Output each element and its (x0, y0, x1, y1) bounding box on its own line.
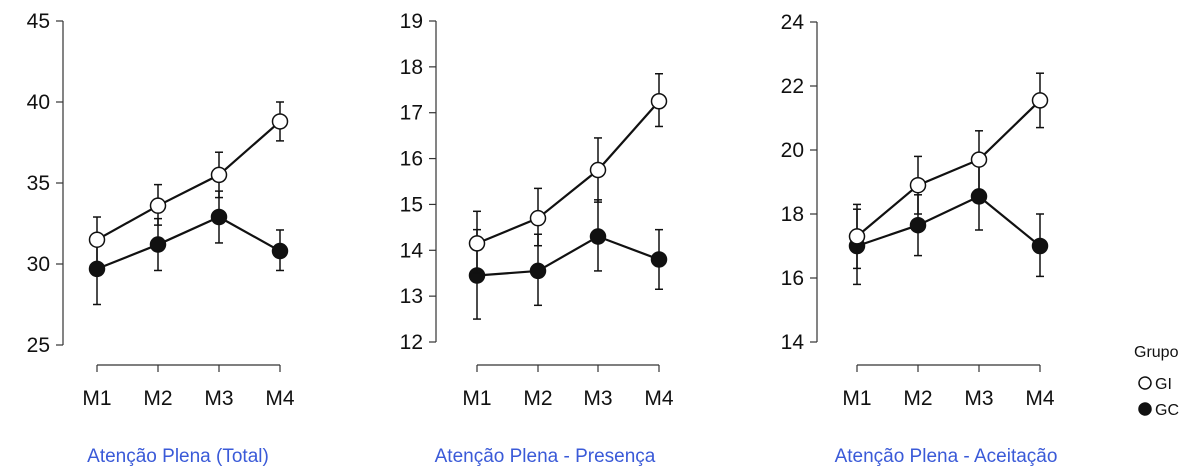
legend-marker-gi (1138, 376, 1152, 390)
y-tick-label: 14 (400, 239, 424, 262)
series-line-gc (96, 215, 281, 270)
data-point-gi (650, 93, 668, 110)
series-line-gi (856, 99, 1041, 238)
data-point-gi (589, 161, 607, 179)
x-tick-label-m3: M3 (583, 387, 612, 410)
y-tick-label: 16 (400, 148, 423, 171)
data-point-gi (848, 228, 866, 245)
chart-title-presenca: Atenção Plena - Presença (435, 446, 656, 467)
data-point-gi (1031, 92, 1049, 109)
y-tick-label: 13 (400, 285, 423, 308)
series-line-gi (476, 100, 660, 245)
x-tick-label-m1: M1 (82, 387, 111, 410)
x-tick-label-m2: M2 (143, 387, 172, 410)
y-tick-label: 18 (781, 203, 804, 226)
legend-title: Grupo (1134, 344, 1179, 361)
y-tick-label: 14 (781, 331, 805, 354)
data-point-gc (1031, 237, 1049, 255)
y-tick-label: 16 (781, 267, 804, 290)
y-tick-label: 22 (781, 75, 804, 98)
series-line-gc (476, 235, 660, 277)
y-tick-label: 18 (400, 56, 423, 79)
x-tick-label-m4: M4 (1025, 387, 1054, 410)
data-point-gc (271, 242, 289, 260)
x-tick-label-m3: M3 (204, 387, 233, 410)
chart-title-total: Atenção Plena (Total) (87, 446, 269, 467)
legend-label-gi: GI (1155, 376, 1172, 393)
y-tick-label: 25 (27, 334, 50, 357)
panel-presenca: 12 13 14 15 16 17 18 19 M1 M2 M3 M4 Atenção Plena - … (400, 10, 674, 467)
panel-aceitacao: 14 16 18 20 22 24 M1 M2 M3 M4 Atenção Plena - Acei… (781, 11, 1058, 467)
data-point-gi (149, 197, 167, 214)
data-point-gi (88, 231, 106, 248)
series-line-gc (856, 195, 1041, 248)
data-point-gc (909, 216, 927, 234)
x-tick-label-m3: M3 (964, 387, 993, 410)
x-tick-label-m1: M1 (842, 387, 871, 410)
legend-marker-gc (1138, 402, 1152, 416)
data-point-gc (529, 262, 547, 280)
data-point-gi (970, 151, 988, 168)
data-point-gi (468, 235, 486, 252)
data-point-gi (529, 209, 547, 227)
y-tick-label: 35 (27, 172, 50, 195)
y-tick-label: 20 (781, 139, 804, 162)
y-tick-label: 45 (27, 10, 50, 33)
data-point-gc (149, 236, 167, 253)
y-tick-label: 30 (27, 253, 50, 276)
x-tick-label-m4: M4 (644, 387, 673, 410)
x-tick-label-m1: M1 (462, 387, 491, 410)
data-point-gc (970, 188, 988, 205)
y-tick-label: 17 (400, 102, 423, 125)
chart-title-aceitacao: Atenção Plena - Aceitação (835, 446, 1058, 467)
data-point-gi (909, 176, 927, 194)
y-tick-label: 24 (781, 11, 805, 34)
data-point-gi (210, 166, 228, 184)
y-tick-label: 40 (27, 91, 50, 114)
x-tick-label-m4: M4 (265, 387, 294, 410)
data-point-gc (88, 260, 106, 278)
legend: Grupo GI GC (1134, 344, 1179, 419)
data-point-gc (650, 251, 668, 268)
x-tick-label-m2: M2 (523, 387, 552, 410)
panel-total: 25 30 35 40 45 M1 M2 M3 M4 Atenção Plena (Total) (27, 10, 295, 467)
data-point-gi (271, 113, 289, 130)
data-point-gc (210, 208, 228, 226)
y-tick-label: 15 (400, 193, 423, 216)
legend-label-gc: GC (1155, 402, 1179, 419)
data-point-gc (589, 228, 607, 245)
y-tick-label: 12 (400, 331, 423, 354)
y-tick-label: 19 (400, 10, 423, 33)
x-tick-label-m2: M2 (903, 387, 932, 410)
series-line-gi (96, 120, 281, 241)
